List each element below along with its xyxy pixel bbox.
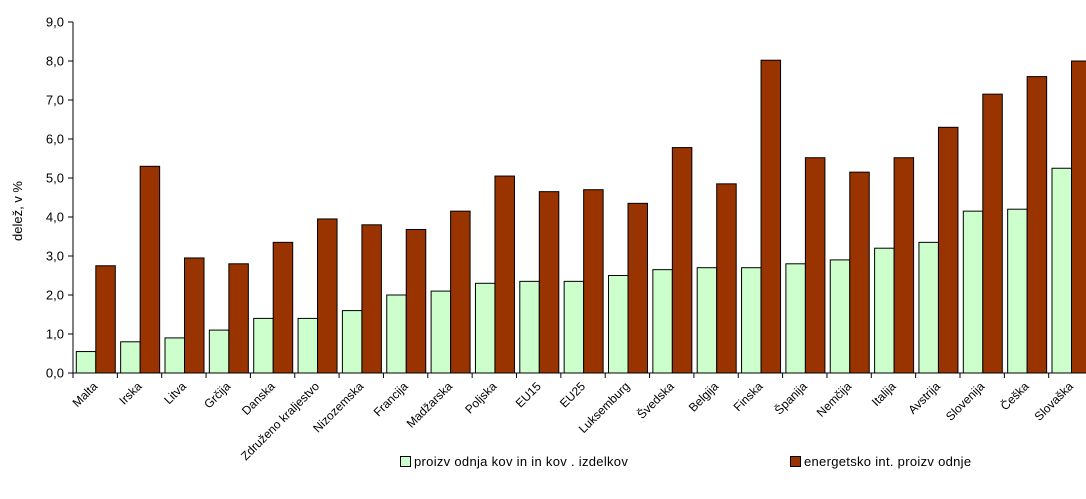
bar-series-0-4 [253,317,274,374]
category-label: Češka [997,378,1032,413]
bar-series-1-22 [1071,60,1086,374]
bar-series-0-21 [1007,208,1028,374]
y-tick-label: 4,0 [46,210,64,225]
category-label: Nemčija [814,379,855,420]
legend-label-series-1: energetsko int. proizv odnje [804,454,972,469]
y-tick-labels: 0,0 1,0 2,0 3,0 4,0 5,0 6,0 7,0 8,0 9,0 [46,15,64,381]
bar-series-0-18 [874,247,895,374]
category-label: Grčija [201,379,233,411]
bar-series-1-8 [450,210,471,374]
bar-series-0-19 [918,241,939,374]
bar-series-0-7 [386,294,407,374]
legend-item-series-1: energetsko int. proizv odnje [790,454,971,469]
legend-label-series-0: proizv odnja kov in in kov . izdelkov [414,454,629,469]
category-label: Slovaška [1032,379,1077,424]
y-tick-label: 2,0 [46,288,64,303]
category-label: EU25 [557,379,588,410]
bar-series-1-0 [95,265,116,374]
y-tick-label: 1,0 [46,327,64,342]
bar-series-0-2 [164,337,185,374]
bar-series-1-9 [494,175,515,374]
bar-series-0-15 [741,267,762,374]
category-label: Danska [239,379,278,418]
bar-series-1-17 [849,171,870,374]
bars [75,59,1086,374]
bar-series-1-19 [937,126,959,374]
category-label: Litva [161,379,189,407]
category-label: EU15 [513,379,544,410]
category-label: Italija [869,379,899,409]
bar-series-1-6 [361,224,382,374]
category-label: Malta [70,379,101,410]
legend-swatch-series-1 [790,456,801,467]
category-label: Francija [371,379,411,419]
y-tick-label: 9,0 [46,15,64,30]
bar-series-0-9 [474,282,496,374]
bar-series-0-10 [519,280,540,374]
bar-series-0-1 [120,341,141,374]
bar-series-0-6 [341,310,363,374]
y-tick-label: 7,0 [46,93,64,108]
category-label: Madžarska [404,379,456,431]
bar-series-1-21 [1026,76,1048,374]
y-tick-label: 6,0 [46,132,64,147]
bar-series-1-1 [139,165,161,374]
bar-series-0-16 [785,263,806,374]
bar-series-1-10 [538,191,560,374]
bar-series-0-20 [962,210,984,374]
category-label: Švedska [634,378,677,421]
category-label: Irska [116,379,145,408]
bar-series-1-14 [716,183,737,374]
bar-series-1-11 [583,189,604,374]
legend-swatch-series-0 [400,456,411,467]
bar-series-0-12 [608,275,629,374]
bar-series-0-17 [829,259,851,374]
category-label: Slovenija [943,379,988,424]
category-label: Finska [731,379,766,414]
bar-series-1-18 [893,157,915,374]
category-label: Španija [771,378,810,417]
bar-series-0-13 [652,269,673,374]
y-tick-label: 0,0 [46,366,64,381]
category-label: Združeno kraljestvo [238,379,322,463]
category-label: Belgija [686,379,722,415]
bar-series-1-12 [627,202,648,374]
bar-series-0-11 [563,280,585,374]
bar-series-1-20 [982,93,1003,374]
y-axis-label: delež, v % [10,181,25,241]
bar-series-1-15 [760,59,782,374]
bar-series-0-8 [430,290,452,374]
y-tick-label: 8,0 [46,54,64,69]
bar-series-0-0 [75,351,97,374]
bar-series-1-4 [272,241,294,374]
bar-series-1-7 [405,228,427,374]
bar-series-1-2 [184,257,205,374]
bar-series-1-3 [228,263,249,374]
category-label: Poljska [462,379,499,416]
bar-series-0-14 [696,267,718,374]
y-tick-label: 3,0 [46,249,64,264]
bar-series-1-16 [804,157,826,374]
bar-series-1-5 [317,218,338,374]
bar-series-0-3 [208,329,230,374]
bar-series-0-22 [1051,167,1072,374]
y-tick-label: 5,0 [46,171,64,186]
bar-series-1-13 [671,147,693,374]
legend-item-series-0: proizv odnja kov in in kov . izdelkov [400,454,628,469]
bar-series-0-5 [297,317,319,374]
category-label: Avstrija [905,379,943,417]
